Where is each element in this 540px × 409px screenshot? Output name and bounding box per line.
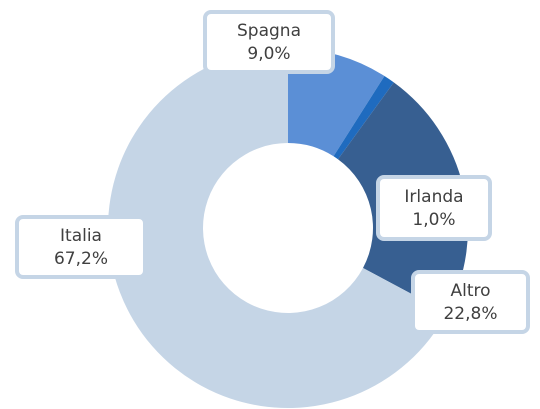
category-label: Spagna (237, 21, 301, 41)
value-label: 67,2% (54, 249, 108, 269)
value-label: 1,0% (412, 210, 455, 230)
value-label: 9,0% (247, 44, 290, 64)
label-box (411, 270, 530, 334)
donut-segment (288, 48, 385, 157)
label-box (376, 175, 492, 241)
donut-segment (333, 76, 394, 160)
label-box (15, 215, 147, 279)
category-label: Italia (60, 226, 102, 246)
label-box (203, 10, 335, 74)
donut-segment (107, 48, 447, 408)
value-label: 22,8% (443, 304, 497, 324)
category-label: Altro (450, 281, 490, 301)
category-label: Irlanda (404, 187, 463, 207)
